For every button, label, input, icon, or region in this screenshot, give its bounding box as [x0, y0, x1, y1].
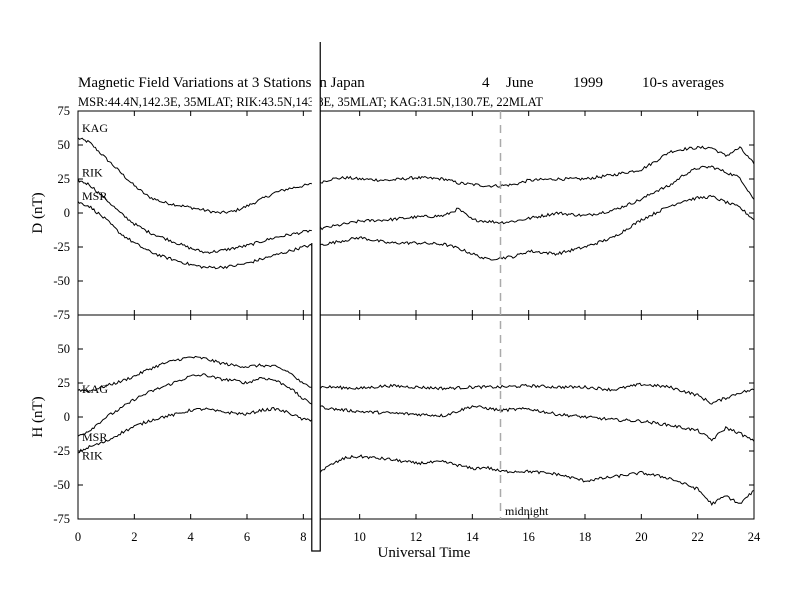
gap-fill	[311, 42, 321, 551]
y-tick-label: 75	[58, 104, 71, 118]
d-panel: 75 50 25 0 -25 -50 -75 KAG RIK MSR	[53, 104, 755, 322]
averaging-label: 10-s averages	[642, 75, 724, 91]
panel-frame	[77, 110, 755, 316]
date-month: June	[506, 75, 534, 91]
x-tick-label: 24	[748, 530, 761, 544]
y-tick-label: 0	[64, 410, 70, 424]
y-tick-label: 25	[58, 172, 71, 186]
series-label-kag: KAG	[82, 121, 108, 135]
series-msr-line	[77, 194, 755, 270]
series-label-msr: MSR	[82, 189, 107, 203]
x-axis: 0 2 4 6 8 10 12 14 16 18 20 22 24	[75, 530, 761, 544]
y-tick-label: 50	[58, 138, 71, 152]
x-tick-label: 16	[522, 530, 535, 544]
y-tick-label: 50	[58, 342, 71, 356]
series-label-rik: RIK	[82, 448, 103, 462]
x-tick-label: 20	[635, 530, 648, 544]
x-tick-label: 6	[244, 530, 250, 544]
d-panel-ylabel: D (nT)	[30, 192, 46, 233]
y-tick-label: -50	[53, 274, 70, 288]
series-label-msr: MSR	[82, 430, 107, 444]
chart-title: Magnetic Field Variations at 3 Stations …	[78, 75, 365, 91]
y-tick-label: -75	[53, 512, 70, 526]
series-kag-line	[77, 137, 755, 215]
y-tick-label: -25	[53, 240, 70, 254]
h-panel: 50 25 0 -25 -50 -75 KAG MSR RIK	[53, 314, 755, 526]
series-msr-line	[77, 373, 755, 442]
y-tick-label: -25	[53, 444, 70, 458]
gap-box	[311, 42, 321, 552]
y-tick-label: 0	[64, 206, 70, 220]
x-tick-label: 0	[75, 530, 81, 544]
x-tick-label: 2	[131, 530, 137, 544]
date-day: 4	[482, 75, 490, 91]
x-tick-label: 14	[466, 530, 479, 544]
series-label-kag: KAG	[82, 382, 108, 396]
x-tick-label: 18	[579, 530, 592, 544]
series-rik-line	[77, 165, 755, 255]
chart-extras	[311, 42, 502, 552]
series-label-rik: RIK	[82, 165, 103, 179]
y-tick-label: -75	[53, 308, 70, 322]
x-tick-label: 4	[188, 530, 195, 544]
x-axis-label: Universal Time	[378, 545, 471, 561]
date-year: 1999	[573, 75, 603, 91]
x-tick-label: 8	[300, 530, 306, 544]
y-tick-label: -50	[53, 478, 70, 492]
y-tick-label: 25	[58, 376, 71, 390]
x-tick-label: 10	[353, 530, 366, 544]
midnight-label: midnight	[505, 504, 549, 518]
stations-info: MSR:44.4N,142.3E, 35MLAT; RIK:43.5N,143.…	[78, 95, 543, 109]
panel-frame	[77, 314, 755, 520]
x-tick-label: 22	[691, 530, 704, 544]
h-panel-ylabel: H (nT)	[30, 396, 46, 437]
series-kag-line	[77, 355, 755, 405]
x-tick-label: 12	[410, 530, 423, 544]
series-rik-line	[77, 406, 755, 507]
